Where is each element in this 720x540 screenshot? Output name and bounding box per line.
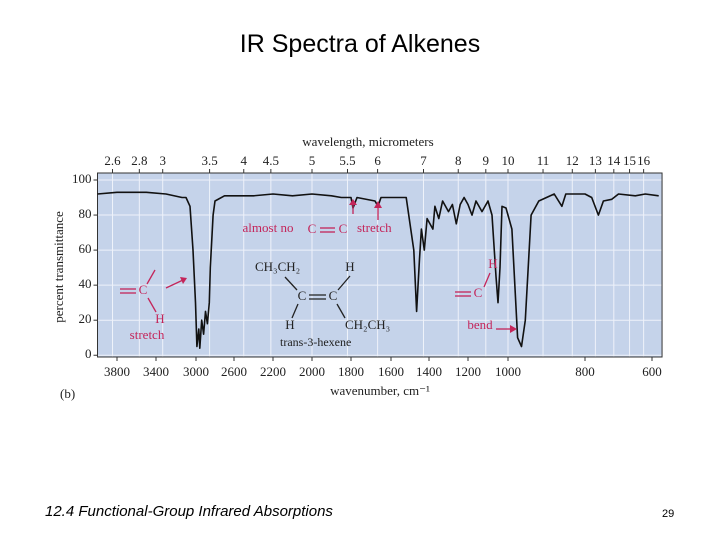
panel-label: (b)	[60, 386, 75, 401]
annotation: H	[488, 256, 497, 271]
x2-tick-label: 7	[420, 153, 427, 168]
page-number: 29	[662, 508, 675, 520]
arrow-head	[374, 201, 382, 208]
annotation: trans-3-hexene	[280, 335, 351, 349]
y-tick-label: 100	[72, 171, 92, 186]
annotation: bend	[467, 317, 493, 332]
x-tick-label: 3400	[143, 364, 169, 379]
x2-tick-label: 12	[566, 153, 579, 168]
x2-tick-label: 2.8	[131, 153, 147, 168]
plot-background	[97, 173, 663, 357]
x2-tick-label: 4.5	[263, 153, 279, 168]
arrow-head	[180, 277, 187, 284]
x-axis-label: wavenumber, cm⁻¹	[330, 383, 430, 398]
arrow-head	[510, 325, 517, 333]
x-tick-label: 3000	[183, 364, 209, 379]
x2-tick-label: 13	[589, 153, 602, 168]
x-tick-label: 2000	[299, 364, 325, 379]
x-tick-label: 800	[575, 364, 595, 379]
annotation: C	[139, 282, 148, 297]
annotation: H	[155, 311, 164, 326]
annotation: CH₃CH₂	[255, 259, 300, 274]
annotation: C	[308, 221, 317, 236]
x2-tick-label: 11	[537, 153, 550, 168]
bond	[146, 269, 156, 285]
x2-tick-label: 15	[623, 153, 636, 168]
x2-tick-label: 8	[455, 153, 462, 168]
bond	[483, 272, 491, 288]
bond	[291, 303, 299, 319]
arrow	[165, 279, 184, 289]
x2-tick-label: 14	[607, 153, 621, 168]
x2-tick-label: 16	[637, 153, 651, 168]
x-tick-label: 3800	[104, 364, 130, 379]
annotation: C	[298, 288, 307, 303]
x-tick-label: 1600	[378, 364, 404, 379]
x2-tick-label: 6	[374, 153, 381, 168]
x2-tick-label: 10	[502, 153, 515, 168]
plot-frame	[97, 172, 663, 358]
annotation: stretch	[357, 220, 392, 235]
plot-area: 0 20 40 60 80 100 2.6 2.8 3 3.5 4 4.5 5 5.5 6 7 8 9 10 11 12…	[72, 153, 663, 379]
x2-tick-label: 5.5	[339, 153, 355, 168]
x-tick-label: 2600	[221, 364, 247, 379]
annotation: H	[345, 259, 354, 274]
x2-tick-label: 2.6	[104, 153, 121, 168]
spectrum-line	[97, 191, 659, 349]
bond	[336, 303, 346, 319]
x-tick-label: 1800	[338, 364, 364, 379]
y-tick-label: 40	[79, 276, 92, 291]
bond	[337, 275, 351, 291]
slide-footer: 12.4 Functional-Group Infrared Absorptio…	[45, 503, 333, 520]
annotation: C	[329, 288, 338, 303]
x2-axis-label: wavelength, micrometers	[302, 134, 433, 149]
x-tick-label: 1000	[495, 364, 521, 379]
arrow-head	[349, 199, 357, 205]
y-tick-label: 80	[79, 206, 92, 221]
x-tick-label: 600	[642, 364, 662, 379]
annotation: almost no	[243, 220, 294, 235]
y-tick-label: 20	[79, 311, 92, 326]
x-tick-label: 1400	[416, 364, 442, 379]
x2-tick-label: 3.5	[201, 153, 217, 168]
x2-tick-label: 4	[241, 153, 248, 168]
x2-tick-label: 9	[483, 153, 490, 168]
annotation: stretch	[130, 327, 165, 342]
bond	[284, 276, 298, 291]
x2-tick-label: 3	[159, 153, 166, 168]
annotation: CH₂CH₃	[345, 317, 390, 332]
annotations: almost no C C stretch CH₃CH₂ H C C H CH₂…	[120, 199, 517, 349]
bond	[147, 297, 157, 313]
x2-tick-label: 5	[309, 153, 316, 168]
y-axis-label: percent transmittance	[51, 211, 66, 323]
y-tick-label: 60	[79, 241, 92, 256]
annotation: C	[474, 285, 483, 300]
annotation: C	[339, 221, 348, 236]
x-tick-label: 1200	[455, 364, 481, 379]
x-tick-label: 2200	[260, 364, 286, 379]
y-tick-label: 0	[85, 346, 92, 361]
slide-title: IR Spectra of Alkenes	[239, 30, 481, 58]
annotation: H	[285, 317, 294, 332]
